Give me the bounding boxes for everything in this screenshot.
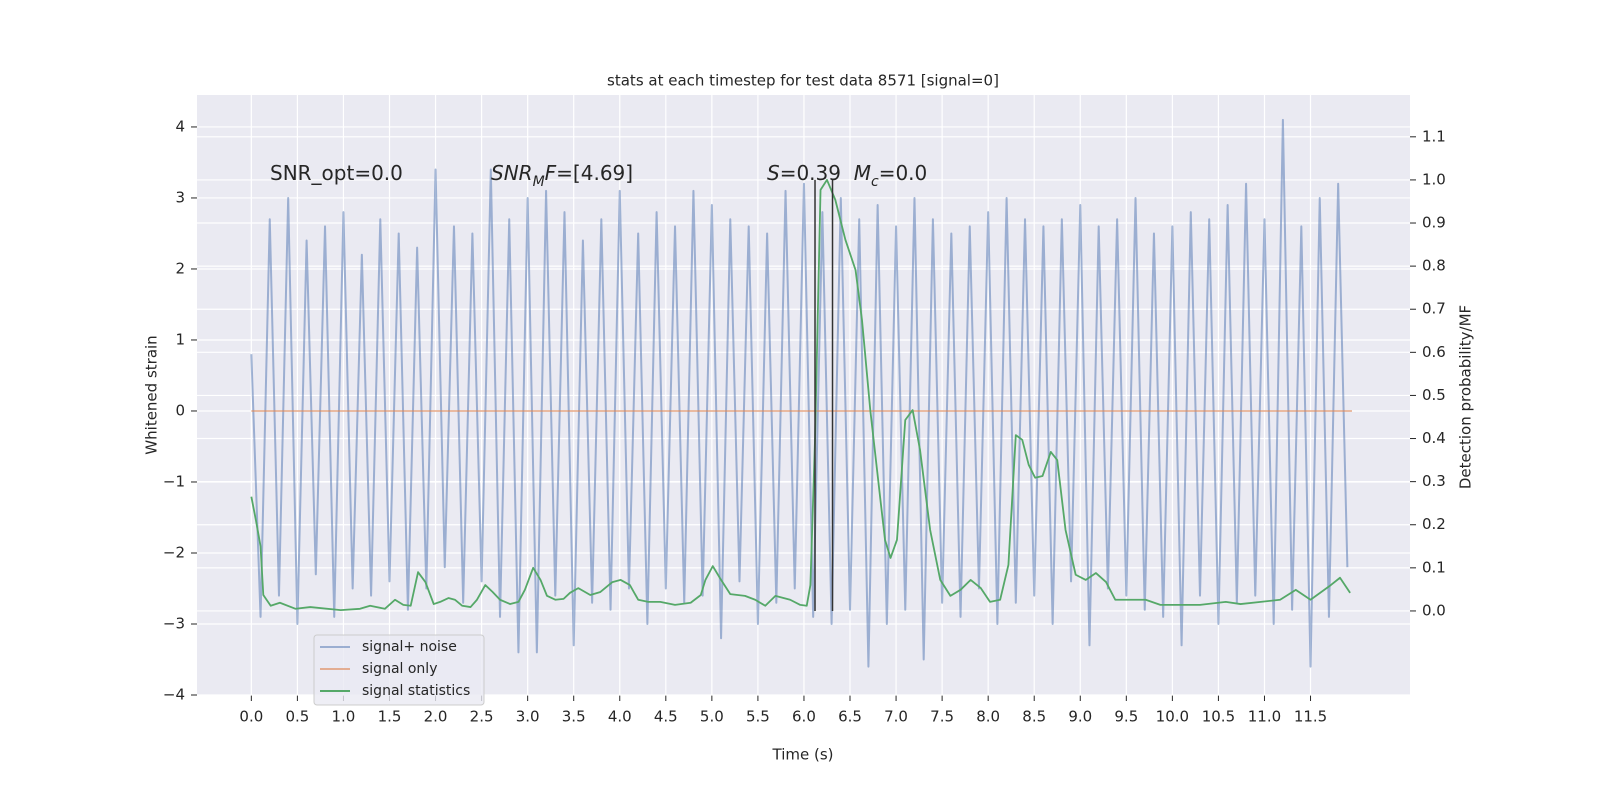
x-tick-label: 10.5 — [1202, 708, 1235, 726]
annotation-part: c — [871, 174, 879, 190]
x-tick-label: 0.0 — [239, 708, 263, 726]
annotation: SNR_opt=0.0 — [270, 161, 403, 185]
y2-tick-label: 1.0 — [1422, 170, 1446, 188]
legend-label: signal+ noise — [362, 639, 457, 655]
x-tick-label: 11.5 — [1294, 708, 1327, 726]
x-tick-label: 4.5 — [654, 708, 678, 726]
annotation-part: S — [767, 161, 780, 185]
x-tick-label: 6.0 — [792, 708, 816, 726]
y2-axis-label: Detection probability/MF — [1457, 305, 1475, 489]
x-tick-label: 6.5 — [838, 708, 862, 726]
series-line — [250, 118, 1349, 668]
y-tick-label: 2 — [175, 259, 185, 277]
x-tick-label: 5.0 — [700, 708, 724, 726]
chart-title: stats at each timestep for test data 857… — [607, 72, 999, 90]
annotation-part: SNR_opt=0.0 — [270, 161, 403, 185]
y2-tick-label: 0.0 — [1422, 601, 1446, 619]
annotation-part: M — [854, 161, 871, 185]
annotation-part: =[4.69] — [556, 161, 633, 185]
y2-tick-label: 0.8 — [1422, 257, 1446, 275]
annotation-part: =0.0 — [879, 161, 928, 185]
annotation-part: SNR — [491, 161, 533, 185]
y2-tick-label: 0.9 — [1422, 214, 1446, 232]
x-tick-label: 9.5 — [1114, 708, 1138, 726]
y-tick-label: −2 — [163, 543, 185, 561]
x-tick-label: 3.0 — [516, 708, 540, 726]
y-tick-label: 3 — [175, 188, 185, 206]
x-tick-label: 11.0 — [1248, 708, 1281, 726]
x-tick-label: 1.0 — [332, 708, 356, 726]
legend-box — [313, 634, 485, 706]
y-tick-label: 4 — [175, 117, 185, 135]
x-tick-label: 3.5 — [562, 708, 586, 726]
annotation-part: =0.39 — [780, 161, 854, 185]
x-axis-label: Time (s) — [772, 746, 834, 764]
x-tick-label: 9.0 — [1068, 708, 1092, 726]
y2-tick-label: 0.3 — [1422, 472, 1446, 490]
x-tick-label: 7.5 — [930, 708, 954, 726]
y-tick-label: 0 — [175, 401, 185, 419]
x-tick-label: 5.5 — [746, 708, 770, 726]
x-tick-label: 8.0 — [976, 708, 1000, 726]
series-line — [250, 179, 1351, 611]
x-tick-label: 1.5 — [378, 708, 402, 726]
y2-tick-label: 0.2 — [1422, 515, 1446, 533]
y-tick-label: −1 — [163, 472, 185, 490]
annotation: S=0.39 Mc=0.0 — [767, 161, 927, 190]
x-tick-label: 10.0 — [1156, 708, 1189, 726]
y2-tick-label: 0.6 — [1422, 343, 1446, 361]
annotation: SNRMF=[4.69] — [491, 161, 633, 190]
annotation-part: M — [533, 174, 545, 190]
legend-label: signal statistics — [362, 683, 470, 699]
y-axis-label: Whitened strain — [143, 335, 161, 454]
y-tick-label: −4 — [163, 686, 185, 704]
y2-tick-label: 0.7 — [1422, 300, 1446, 318]
y2-tick-label: 0.1 — [1422, 558, 1446, 576]
x-tick-label: 2.0 — [424, 708, 448, 726]
y2-tick-label: 1.1 — [1422, 127, 1446, 145]
x-tick-label: 8.5 — [1022, 708, 1046, 726]
y2-tick-label: 0.5 — [1422, 386, 1446, 404]
x-tick-label: 2.5 — [470, 708, 494, 726]
x-tick-label: 7.0 — [884, 708, 908, 726]
y2-tick-label: 0.4 — [1422, 429, 1446, 447]
x-tick-label: 4.0 — [608, 708, 632, 726]
y-tick-label: 1 — [175, 330, 185, 348]
annotation-part: F — [545, 161, 557, 185]
legend-label: signal only — [362, 661, 437, 677]
x-tick-label: 0.5 — [285, 708, 309, 726]
y-tick-label: −3 — [163, 614, 185, 632]
